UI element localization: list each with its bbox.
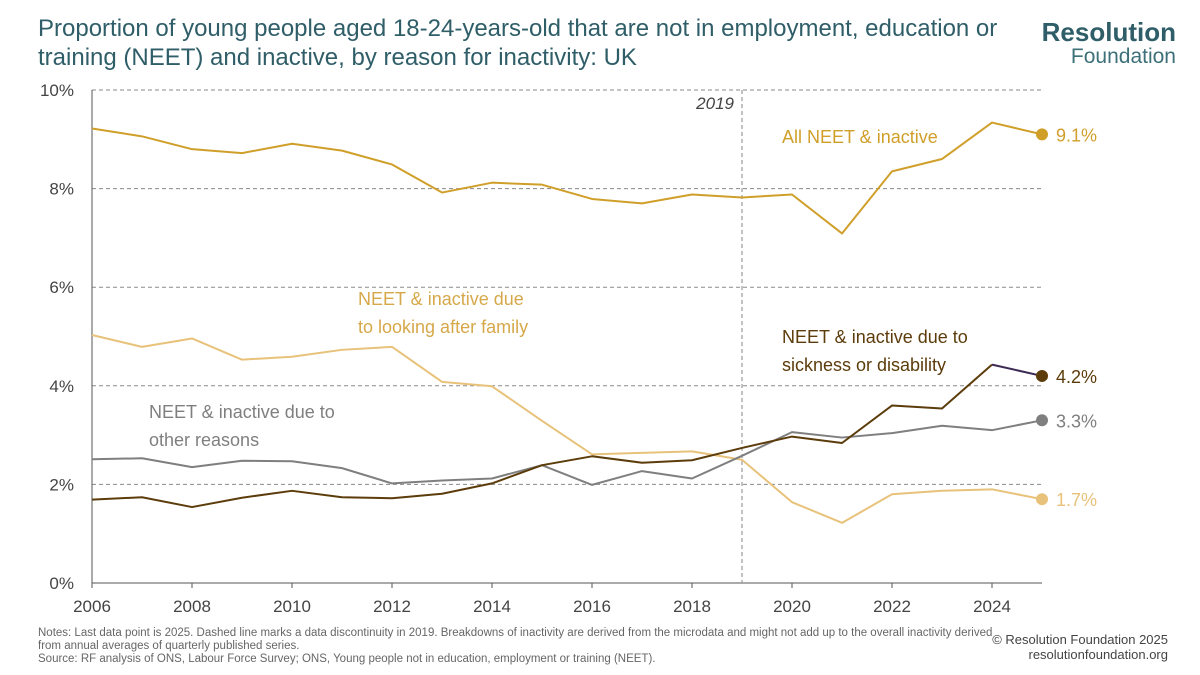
series-name-label: NEET & inactive due (358, 289, 524, 309)
x-axis-ticks: 2006 2008 2010 2012 2014 2016 2018 2020 2022 2024 (73, 583, 1011, 616)
copyright-block: © Resolution Foundation 2025 resolutionf… (992, 632, 1168, 662)
chart-notes: Notes: Last data point is 2025. Dashed l… (38, 627, 998, 666)
y-axis-ticks: 0% 2% 4% 6% 8% 10% (40, 81, 74, 593)
series-end-label: 3.3% (1056, 411, 1097, 431)
x-tick-label: 2020 (773, 597, 811, 616)
discontinuity-label: 2019 (695, 94, 734, 113)
x-tick-label: 2022 (873, 597, 911, 616)
chart-title: Proportion of young people aged 18-24-ye… (38, 15, 998, 71)
source-text: Source: RF analysis of ONS, Labour Force… (38, 653, 656, 665)
series-name-label: sickness or disability (782, 355, 946, 375)
series-end-label: 4.2% (1056, 367, 1097, 387)
logo-line-1: Resolution (1041, 17, 1176, 47)
series-line-end-segment (991, 363, 1043, 377)
x-tick-label: 2012 (373, 597, 411, 616)
grid-lines (91, 89, 1042, 584)
x-tick-label: 2018 (673, 597, 711, 616)
y-tick-label: 8% (49, 180, 74, 199)
series-end-label: 1.7% (1056, 490, 1097, 510)
y-tick-label: 10% (40, 81, 74, 100)
series-name-label: to looking after family (358, 317, 528, 337)
series-end-label: 9.1% (1056, 125, 1097, 145)
series-lines (91, 121, 1048, 524)
series-line (91, 363, 993, 509)
y-tick-label: 4% (49, 377, 74, 396)
series-labels: 9.1% All NEET & inactive 1.7% NEET & inacti… (149, 125, 1097, 510)
series-name-label: NEET & inactive due to (149, 402, 335, 422)
x-tick-label: 2024 (973, 597, 1011, 616)
series-name-label: NEET & inactive due to (782, 327, 968, 347)
notes-text: Notes: Last data point is 2025. Dashed l… (38, 627, 993, 652)
logo-line-2: Foundation (1070, 45, 1176, 68)
copyright-text: © Resolution Foundation 2025 (992, 632, 1168, 647)
y-tick-label: 0% (49, 574, 74, 593)
series-end-point (1036, 369, 1048, 382)
x-tick-label: 2016 (573, 597, 611, 616)
discontinuity-marker: 2019 (695, 90, 743, 583)
y-tick-label: 6% (49, 278, 74, 297)
x-tick-label: 2010 (273, 597, 311, 616)
series-name-label: All NEET & inactive (782, 127, 938, 147)
x-tick-label: 2008 (173, 597, 211, 616)
series-line (91, 419, 1043, 486)
x-tick-label: 2014 (473, 597, 511, 616)
y-tick-label: 2% (49, 475, 74, 494)
x-tick-label: 2006 (73, 597, 111, 616)
series-line (91, 334, 1043, 524)
series-line (91, 121, 1043, 235)
website-text: resolutionfoundation.org (1028, 647, 1169, 662)
series-end-point (1036, 493, 1048, 506)
resolution-foundation-logo: Resolution Foundation (1042, 18, 1176, 68)
series-name-label: other reasons (149, 430, 259, 450)
series-end-point (1036, 128, 1048, 141)
series-end-point (1036, 414, 1048, 427)
